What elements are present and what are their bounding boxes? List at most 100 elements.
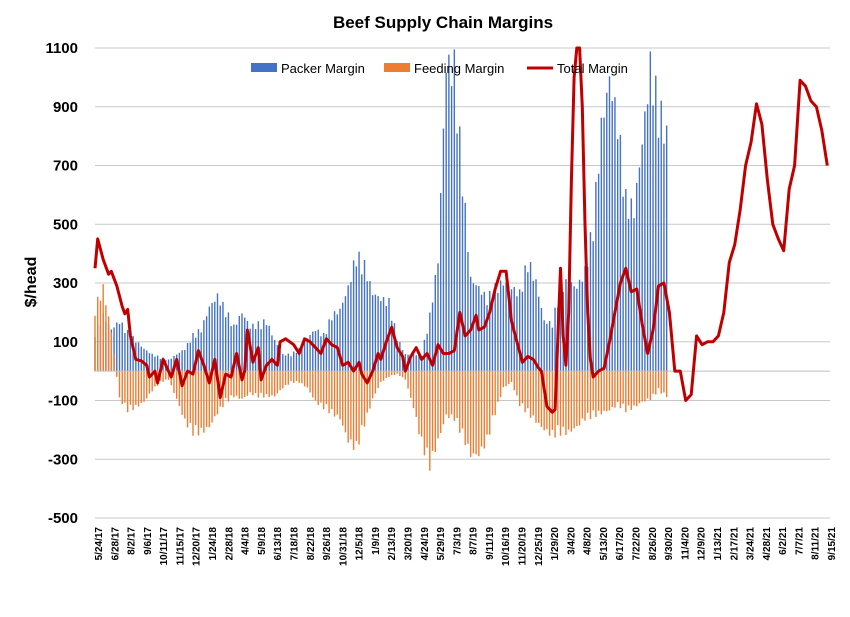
packer-margin-bar <box>195 337 197 372</box>
y-tick-label: 100 <box>53 334 78 351</box>
packer-margin-bar <box>543 320 545 372</box>
packer-margin-bar <box>611 101 613 372</box>
feeding-margin-bar <box>352 371 355 450</box>
feeding-margin-bar <box>227 371 230 402</box>
packer-margin-bar <box>548 320 551 372</box>
packer-margin-bar <box>486 305 488 372</box>
feeding-margin-bar <box>636 371 638 407</box>
feeding-margin-bar <box>472 371 475 454</box>
packer-margin-bar <box>527 272 529 372</box>
x-tick-label: 8/11/21 <box>811 527 822 560</box>
packer-margin-bar <box>551 327 554 372</box>
packer-margin-bar <box>418 353 420 372</box>
packer-margin-bar <box>450 86 453 372</box>
feeding-margin-bar <box>249 371 251 393</box>
feeding-margin-bar <box>350 371 352 440</box>
feeding-margin-bar <box>538 371 540 423</box>
feeding-margin-bar <box>399 371 401 376</box>
feeding-margin-bar <box>532 371 534 416</box>
packer-margin-bar <box>393 323 396 372</box>
packer-margin-bar <box>404 354 407 372</box>
x-tick-label: 9/15/21 <box>827 527 838 561</box>
packer-margin-bar <box>146 350 148 372</box>
x-tick-label: 5/13/20 <box>599 527 610 561</box>
feeding-margin-bar <box>241 371 243 399</box>
feeding-margin-bar <box>480 371 483 447</box>
packer-margin-bar <box>363 260 366 372</box>
x-tick-label: 5/9/18 <box>257 527 268 555</box>
feeding-margin-bar <box>489 371 491 435</box>
feeding-margin-bar <box>603 371 605 411</box>
feeding-margin-bar <box>589 371 592 420</box>
feeding-margin-bar <box>657 371 660 389</box>
x-axis-ticks: 5/24/17 6/28/17 8/2/17 9/6/17 10/11/17 11/15/… <box>94 527 838 566</box>
feeding-margin-bar <box>293 371 295 383</box>
packer-margin-bar <box>298 347 300 372</box>
feeding-margin-bar <box>429 371 431 471</box>
packer-margin-bar <box>415 355 417 372</box>
y-tick-label: 900 <box>53 99 78 116</box>
packer-margin-bar <box>293 351 295 372</box>
packer-margin-bar <box>328 319 330 372</box>
feeding-margin-bar <box>592 371 594 411</box>
packer-margin-bar <box>224 317 227 372</box>
feeding-margin-bar <box>124 371 126 403</box>
feeding-margin-bar <box>619 371 622 409</box>
x-tick-label: 1/29/20 <box>550 527 561 561</box>
packer-margin-bar <box>371 295 374 372</box>
packer-margin-bar <box>295 352 298 372</box>
x-tick-label: 9/26/18 <box>322 527 333 561</box>
packer-margin-bar <box>336 314 338 372</box>
x-tick-label: 7/22/20 <box>632 527 643 561</box>
feeding-margin-bar <box>434 371 436 452</box>
feeding-margin-bar <box>361 371 363 426</box>
packer-margin-bar <box>350 281 352 372</box>
packer-margin-bar <box>342 302 344 372</box>
feeding-margin-bar <box>181 371 183 415</box>
x-tick-label: 8/7/19 <box>469 527 480 555</box>
packer-margin-bar <box>655 75 657 372</box>
packer-margin-bar <box>429 312 431 372</box>
packer-margin-bar <box>325 334 328 372</box>
feeding-margin-bar <box>665 371 668 398</box>
feeding-margin-bar <box>336 371 338 415</box>
feeding-margin-bar <box>562 371 564 427</box>
packer-margin-bar <box>581 281 583 372</box>
packer-margin-bar <box>252 323 254 372</box>
feeding-margin-bar <box>510 371 513 383</box>
x-tick-label: 7/3/19 <box>452 527 463 555</box>
feeding-margin-bar <box>622 371 624 404</box>
packer-margin-bar <box>192 332 194 372</box>
feeding-margin-bar <box>627 371 630 406</box>
feeding-margin-bar <box>325 371 328 405</box>
x-tick-label: 5/24/17 <box>94 527 105 561</box>
feeding-margin-bar <box>652 371 654 394</box>
feeding-margin-bar <box>420 371 423 437</box>
packer-margin-bar <box>535 279 537 372</box>
feeding-margin-bar <box>418 371 420 435</box>
packer-margin-bar <box>170 358 172 372</box>
packer-margin-bar <box>663 143 665 372</box>
feeding-margin-bar <box>565 371 567 435</box>
feeding-margin-bar <box>178 371 181 406</box>
packer-margin-bar <box>230 326 232 372</box>
packer-margin-bar <box>459 126 461 372</box>
feeding-margin-bar <box>339 371 341 420</box>
feeding-margin-bar <box>412 371 415 409</box>
feeding-margin-bar <box>279 371 281 391</box>
feeding-margin-bar <box>235 371 238 396</box>
packer-margin-bar <box>633 218 635 372</box>
feeding-margin-bar <box>184 371 186 419</box>
feeding-margin-bar <box>203 371 205 433</box>
packer-margin-bar <box>186 342 189 372</box>
feeding-margin-bar <box>505 371 507 387</box>
feeding-margin-bar <box>625 371 627 413</box>
feeding-margin-bar <box>464 371 466 445</box>
packer-margin-bar <box>369 280 371 372</box>
feeding-margin-bar <box>483 371 485 449</box>
packer-margin-bar <box>508 285 510 372</box>
feeding-margin-bar <box>167 371 170 380</box>
total-margin-line <box>93 46 829 414</box>
feeding-margin-bar <box>355 371 358 441</box>
feeding-margin-bar <box>388 371 390 377</box>
